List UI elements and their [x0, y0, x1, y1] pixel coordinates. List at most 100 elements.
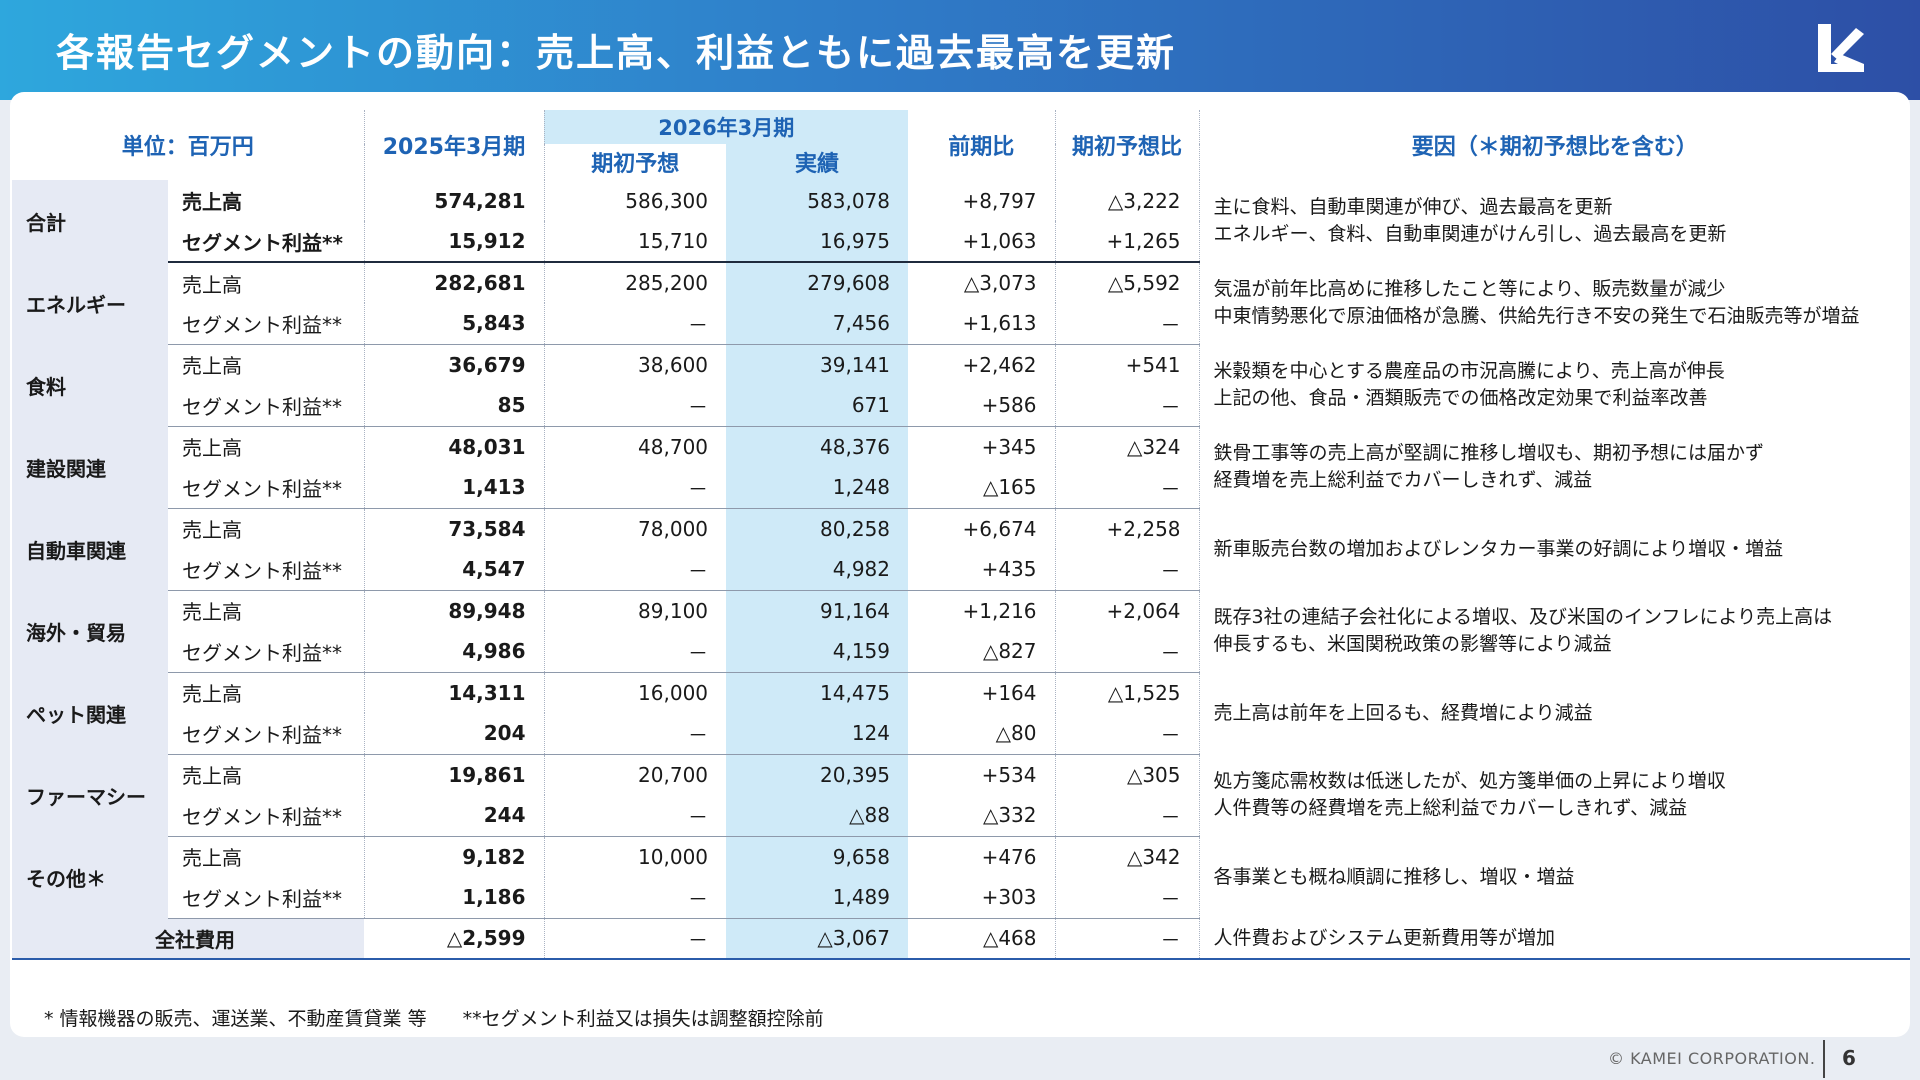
value-yoy: +476	[908, 836, 1056, 877]
item-label: 売上高	[168, 672, 365, 713]
factors-cell: 売上高は前年を上回るも、経費増により減益	[1199, 672, 1910, 754]
item-label: セグメント利益**	[168, 795, 365, 837]
factor-line: 気温が前年比高めに推移したこと等により、販売数量が減少	[1213, 278, 1726, 300]
item-label: セグメント利益**	[168, 877, 365, 919]
segment-name: エネルギー	[12, 262, 168, 344]
factors-cell: 各事業とも概ね順調に推移し、増収・増益	[1199, 836, 1910, 918]
value-forecast: 15,710	[544, 221, 727, 263]
value-forecast: 89,100	[638, 598, 709, 623]
segment-name: 自動車関連	[12, 508, 168, 590]
value-actual: △88	[726, 795, 909, 837]
table-row: セグメント利益** 4,986 － 4,159 △827 －	[12, 631, 1910, 673]
value-forecast: 586,300	[625, 188, 709, 213]
table-row: ペット関連 売上高 14,311 16,000 14,475 +164 △1,525 売上高は…	[12, 672, 1910, 754]
value-vs-forecast: －	[1055, 385, 1200, 427]
segment-name: ファーマシー	[12, 754, 168, 836]
table-row: セグメント利益** 15,912 15,710 16,975 +1,063 +1,265	[12, 221, 1910, 263]
value-fy2025: 574,281	[364, 180, 545, 221]
value-vs-forecast: △324	[1055, 426, 1200, 467]
value-yoy: △3,073	[908, 262, 1056, 303]
value-fy2025: 282,681	[364, 262, 545, 303]
value-vs-forecast: －	[1055, 713, 1200, 755]
factors-cell: 処方箋応需枚数は低迷したが、処方箋単価の上昇により増収 人件費等の経費増を売上総利…	[1199, 754, 1910, 836]
item-label: セグメント利益**	[168, 631, 365, 673]
value-fy2025: 244	[364, 795, 545, 837]
value-fy2025: 19,861	[364, 754, 545, 795]
table-row: セグメント利益** 85 － 671 +586 －	[12, 385, 1910, 427]
factors-cell: 鉄骨工事等の売上高が堅調に推移し増収も、期初予想には届かず 経費増を売上総利益でカ…	[1199, 426, 1910, 508]
value-yoy: +1,613	[908, 303, 1056, 345]
value-fy2025: 36,679	[364, 344, 545, 385]
value-actual: 4,159	[726, 631, 909, 673]
value-vs-forecast: －	[1055, 467, 1200, 509]
value-vs-forecast: －	[1055, 877, 1200, 919]
segment-name: 食料	[12, 344, 168, 426]
factor-line: 中東情勢悪化で原油価格が急騰、供給先行き不安の発生で石油販売等が増益	[1213, 305, 1860, 327]
value-vs-forecast: △3,222	[1055, 180, 1200, 221]
value-actual: 48,376	[726, 426, 909, 467]
header-unit: 単位：百万円	[12, 110, 365, 180]
table-row: セグメント利益** 1,413 － 1,248 △165 －	[12, 467, 1910, 509]
value-vs-forecast: △342	[1055, 836, 1200, 877]
segment-name: 合計	[12, 180, 168, 262]
table-row: セグメント利益** 4,547 － 4,982 +435 －	[12, 549, 1910, 591]
value-yoy: △165	[908, 467, 1056, 509]
value-vs-forecast: △1,525	[1055, 672, 1200, 713]
value-fy2025: 48,031	[364, 426, 545, 467]
segment-name: 海外・貿易	[12, 590, 168, 672]
item-label: セグメント利益**	[168, 713, 365, 755]
value-fy2025: △2,599	[364, 918, 545, 960]
value-forecast: 78,000	[638, 516, 709, 541]
value-yoy: +6,674	[908, 508, 1056, 549]
value-actual: 583,078	[726, 180, 909, 221]
factors-cell: 気温が前年比高めに推移したこと等により、販売数量が減少中東情勢悪化で原油価格が急…	[1199, 262, 1910, 344]
item-label: 売上高	[168, 836, 365, 877]
value-yoy: +303	[908, 877, 1056, 919]
value-fy2025: 73,584	[364, 508, 545, 549]
table-row: セグメント利益** 5,843 － 7,456 +1,613 －	[12, 303, 1910, 345]
value-yoy: +534	[908, 754, 1056, 795]
content-card: 単位：百万円 2025年3月期 2026年3月期 前期比 期初予想比 要因（＊期…	[10, 92, 1911, 1037]
table-row: セグメント利益** 244 － △88 △332 －	[12, 795, 1910, 837]
page-divider	[1823, 1040, 1825, 1078]
value-yoy: △827	[908, 631, 1056, 673]
table-row: ファーマシー 売上高 19,861 20,700 20,395 +534 △305 処方箋応需…	[12, 754, 1910, 836]
value-yoy: +1,216	[908, 590, 1056, 631]
page-title: 各報告セグメントの動向：売上高、利益ともに過去最高を更新	[56, 31, 1177, 75]
value-forecast: 16,000	[638, 680, 709, 705]
copyright: © KAMEI CORPORATION.	[1608, 1049, 1816, 1068]
item-label: 売上高	[168, 508, 365, 549]
value-yoy: +345	[908, 426, 1056, 467]
factor-line: 各事業とも概ね順調に推移し、増収・増益	[1213, 865, 1575, 888]
page-number: 6	[1842, 1046, 1856, 1070]
footnote-segment-profit: **セグメント利益又は損失は調整額控除前	[462, 1008, 824, 1030]
table-row: セグメント利益** 204 － 124 △80 －	[12, 713, 1910, 755]
item-label: 売上高	[168, 426, 365, 467]
header-forecast: 期初予想	[591, 152, 680, 177]
factor-line: 伸長するも、米国関税政策の影響等により減益	[1213, 633, 1612, 655]
value-fy2025: 4,986	[364, 631, 545, 673]
factor-line: 処方箋応需枚数は低迷したが、処方箋単価の上昇により増収	[1213, 770, 1726, 792]
value-yoy: +586	[908, 385, 1056, 427]
value-actual: 4,982	[726, 549, 909, 591]
factors-cell: 米穀類を中心とする農産品の市況高騰により、売上高が伸長 上記の他、食品・酒類販売で…	[1199, 344, 1910, 426]
value-actual: 671	[726, 385, 909, 427]
segment-name: 建設関連	[12, 426, 168, 508]
value-yoy: +435	[908, 549, 1056, 591]
factors-cell: 人件費およびシステム更新費用等が増加	[1199, 918, 1911, 960]
value-yoy: △80	[908, 713, 1056, 755]
value-forecast: －	[544, 877, 727, 919]
value-yoy: +2,462	[908, 344, 1056, 385]
value-actual: 80,258	[726, 508, 909, 549]
footnote-other: * 情報機器の販売、運送業、不動産賃貸業 等	[44, 1008, 427, 1030]
value-fy2025: 14,311	[364, 672, 545, 713]
item-label: セグメント利益**	[168, 467, 365, 509]
factor-line: 売上高は前年を上回るも、経費増により減益	[1213, 701, 1593, 724]
value-fy2025: 15,912	[364, 221, 545, 263]
value-fy2025: 1,186	[364, 877, 545, 919]
table-row: 建設関連 売上高 48,031 48,700 48,376 +345 △324 鉄骨工事等の売…	[12, 426, 1910, 508]
item-label: 売上高	[168, 344, 365, 385]
value-actual: 1,489	[726, 877, 909, 919]
value-vs-forecast: +2,258	[1055, 508, 1200, 549]
value-vs-forecast: +1,265	[1055, 221, 1200, 263]
